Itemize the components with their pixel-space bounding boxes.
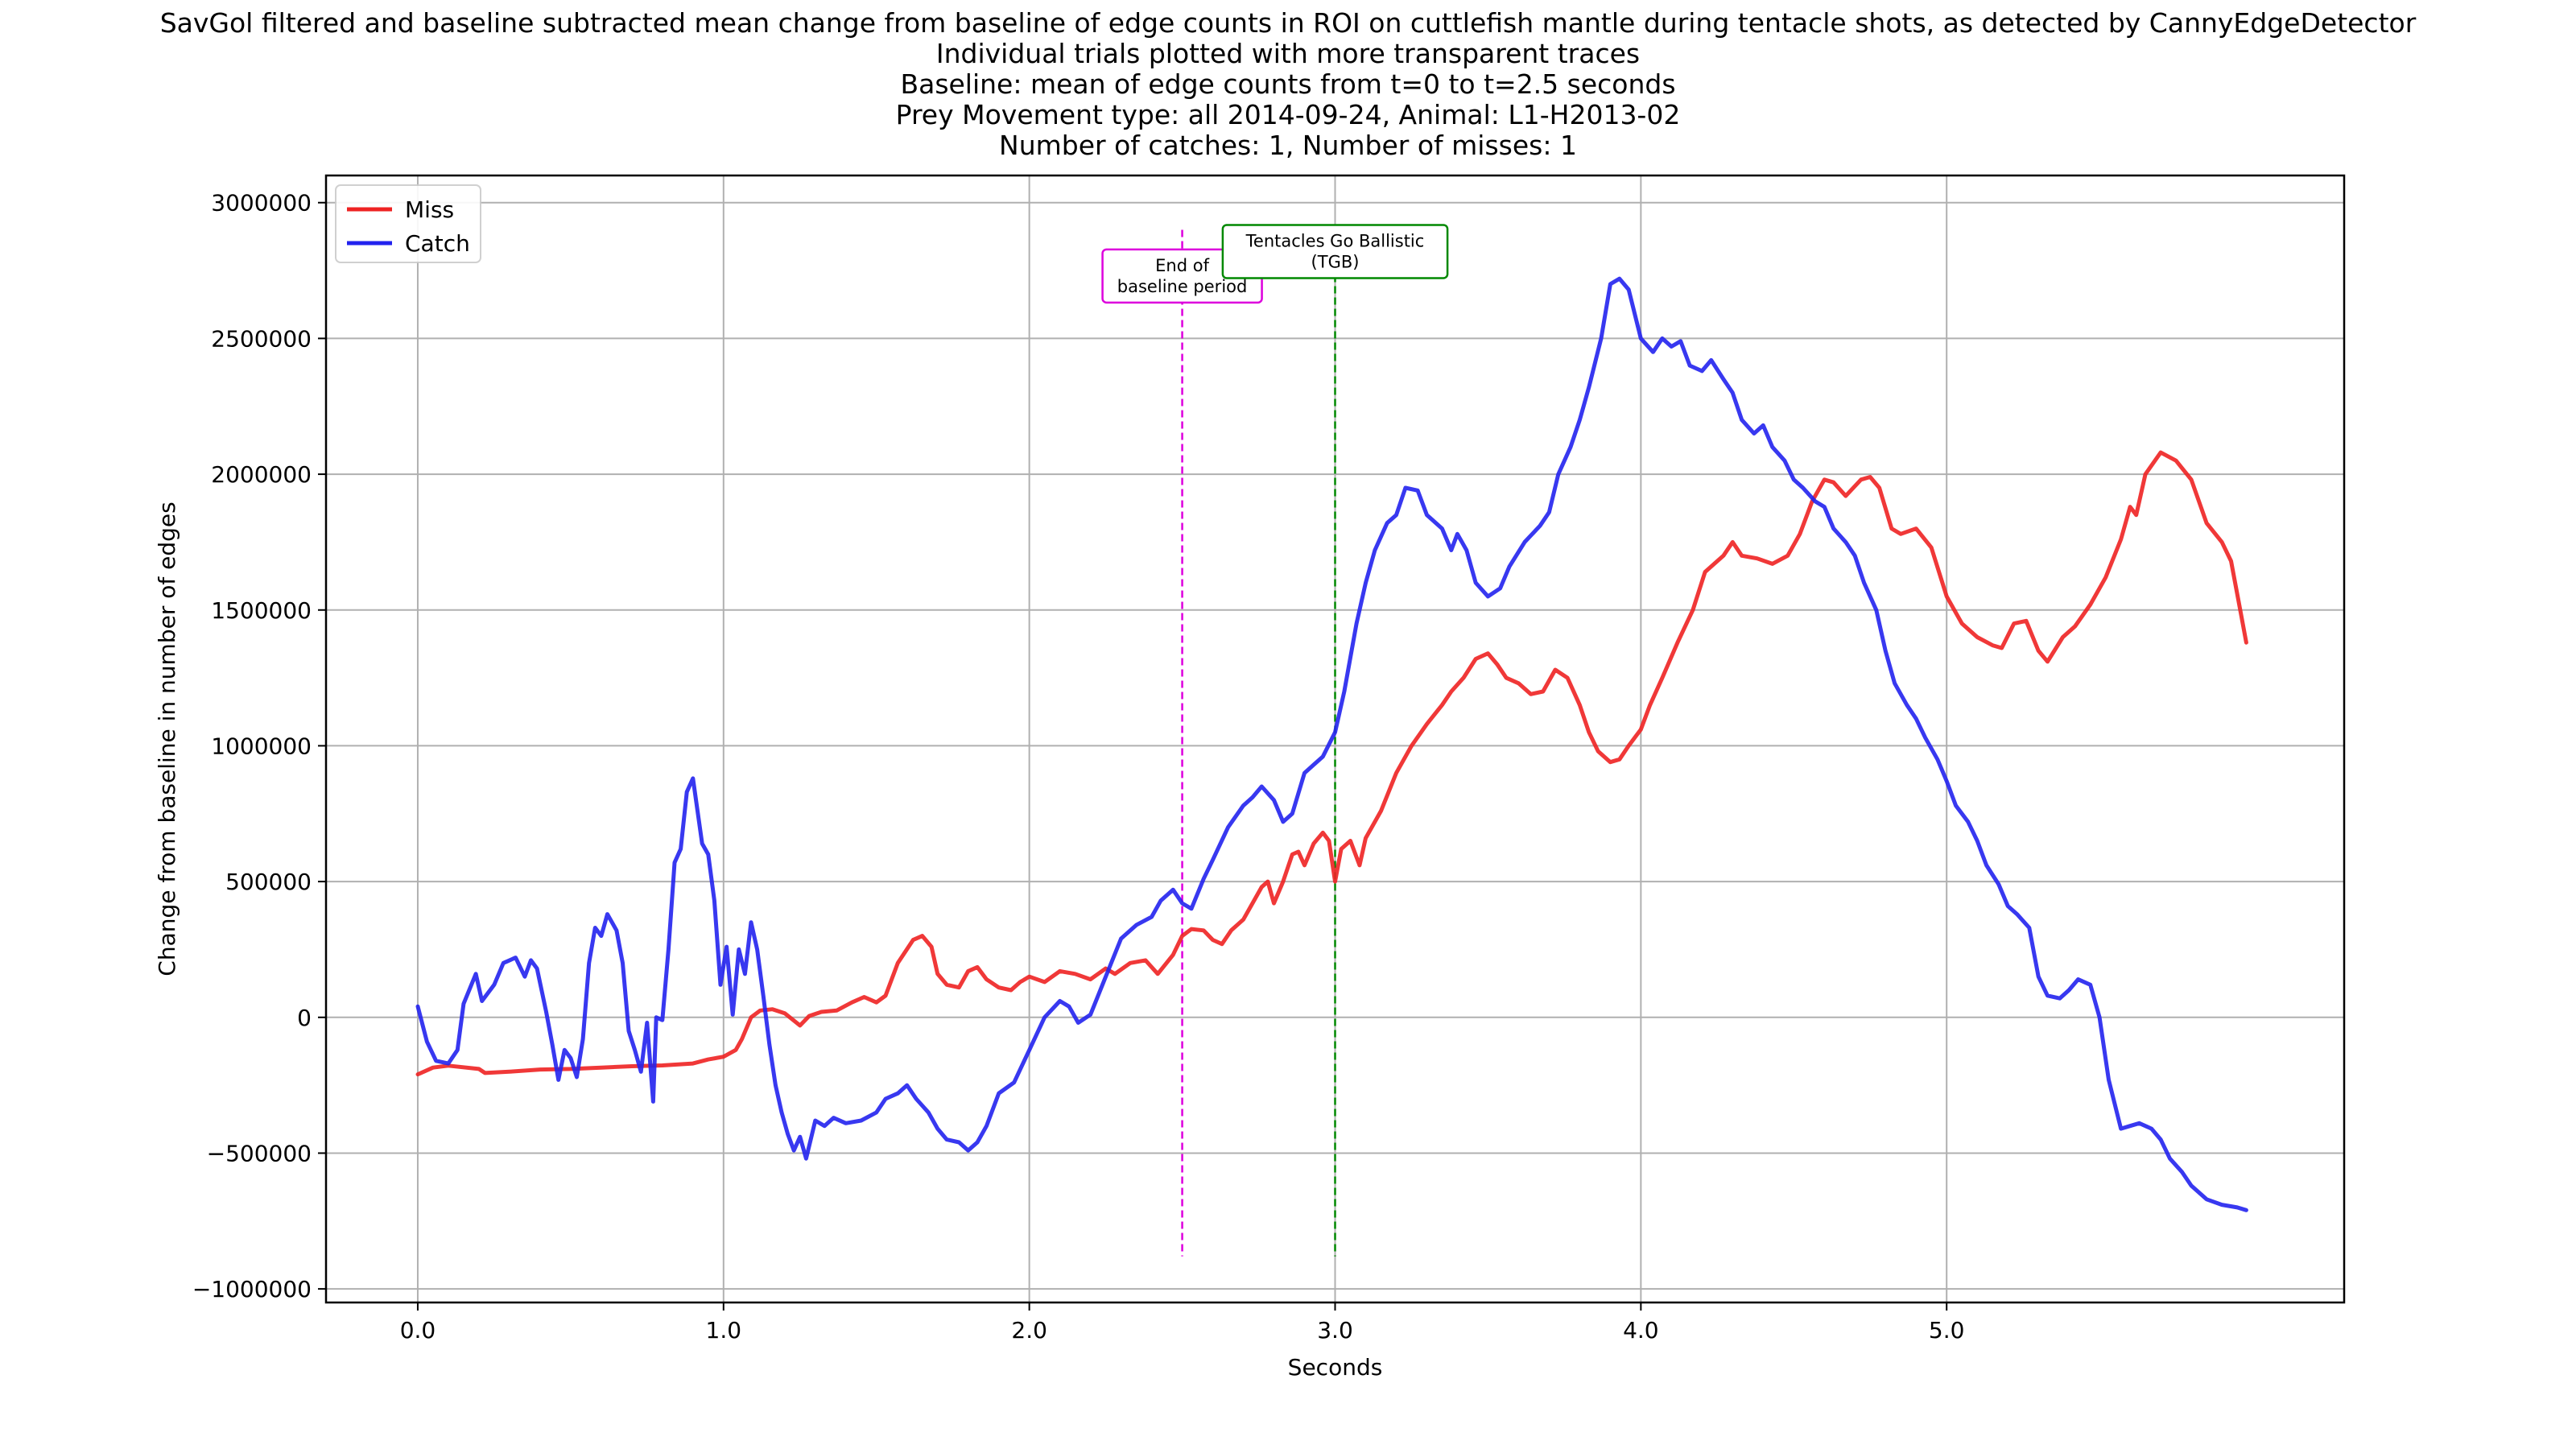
y-axis-label: Change from baseline in number of edges <box>154 502 180 976</box>
title-line-3: Baseline: mean of edge counts from t=0 t… <box>900 68 1676 100</box>
chart-title: SavGol filtered and baseline subtracted … <box>0 8 2576 161</box>
y-tick-label: 3000000 <box>211 190 312 217</box>
legend-label-catch: Catch <box>405 230 470 257</box>
axis-ticks: 0.0 1.0 2.0 3.0 4.0 5.0 −1000000 −500000 0 500000… <box>192 190 1965 1344</box>
x-axis-label: Seconds <box>1288 1354 1383 1381</box>
y-tick-label: 1500000 <box>211 597 312 624</box>
baseline-end-label: End of <box>1155 256 1209 275</box>
title-line-1: SavGol filtered and baseline subtracted … <box>159 7 2417 39</box>
title-line-4: Prey Movement type: all 2014-09-24, Anim… <box>895 99 1681 130</box>
baseline-end-label: baseline period <box>1117 277 1248 296</box>
x-tick-label: 3.0 <box>1317 1317 1353 1344</box>
title-line-2: Individual trials plotted with more tran… <box>935 38 1641 69</box>
tgb-label-box <box>1221 224 1449 279</box>
tgb-label: Tentacles Go Ballistic <box>1245 231 1425 250</box>
y-tick-label: 2000000 <box>211 461 312 488</box>
y-tick-label: 0 <box>297 1005 312 1031</box>
x-tick-label: 5.0 <box>1929 1317 1965 1344</box>
y-tick-label: −1000000 <box>192 1276 312 1302</box>
event-markers: End of baseline period Tentacles Go Ballis… <box>1101 224 1449 1257</box>
series-lines <box>415 276 2248 1212</box>
y-tick-label: 2500000 <box>211 325 312 352</box>
x-tick-label: 1.0 <box>706 1317 742 1344</box>
series-catch-line <box>415 276 2248 1212</box>
x-tick-label: 4.0 <box>1623 1317 1659 1344</box>
title-line-5: Number of catches: 1, Number of misses: … <box>999 130 1577 161</box>
x-tick-label: 0.0 <box>400 1317 436 1344</box>
y-tick-label: −500000 <box>207 1140 312 1166</box>
legend: Miss Catch <box>335 184 481 263</box>
x-tick-label: 2.0 <box>1011 1317 1047 1344</box>
series-miss-line <box>415 450 2248 1077</box>
legend-label-miss: Miss <box>405 196 454 223</box>
tgb-label: (TGB) <box>1311 252 1360 271</box>
y-tick-label: 1000000 <box>211 733 312 759</box>
y-tick-label: 500000 <box>225 869 312 895</box>
